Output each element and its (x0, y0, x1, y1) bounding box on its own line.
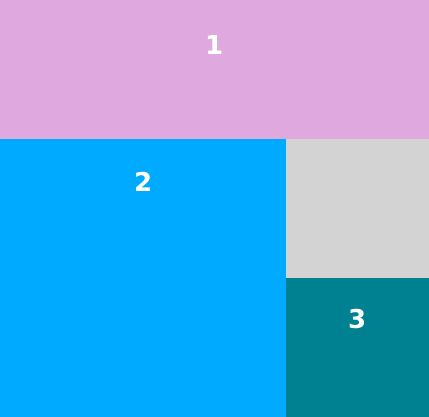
tile-2-number: 2 (133, 168, 153, 198)
tile-3-number: 3 (347, 305, 367, 335)
tile-1: 1 (0, 0, 429, 139)
tile-1-number: 1 (204, 31, 224, 61)
tile-empty (286, 139, 429, 278)
tile-3: 3 (286, 278, 429, 417)
tile-2: 2 (0, 139, 286, 417)
